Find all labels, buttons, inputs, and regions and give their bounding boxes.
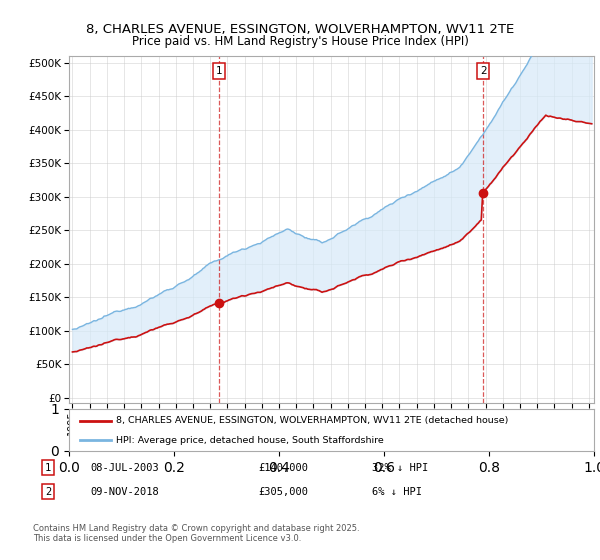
Text: £140,000: £140,000 bbox=[258, 463, 308, 473]
Text: 1: 1 bbox=[45, 463, 51, 473]
Text: 1: 1 bbox=[216, 66, 223, 76]
Text: Price paid vs. HM Land Registry's House Price Index (HPI): Price paid vs. HM Land Registry's House … bbox=[131, 35, 469, 48]
Text: HPI: Average price, detached house, South Staffordshire: HPI: Average price, detached house, Sout… bbox=[116, 436, 384, 445]
Text: 8, CHARLES AVENUE, ESSINGTON, WOLVERHAMPTON, WV11 2TE: 8, CHARLES AVENUE, ESSINGTON, WOLVERHAMP… bbox=[86, 24, 514, 36]
Text: 2: 2 bbox=[480, 66, 487, 76]
Text: Contains HM Land Registry data © Crown copyright and database right 2025.
This d: Contains HM Land Registry data © Crown c… bbox=[33, 524, 359, 543]
Text: £305,000: £305,000 bbox=[258, 487, 308, 497]
Text: 6% ↓ HPI: 6% ↓ HPI bbox=[372, 487, 422, 497]
Text: 09-NOV-2018: 09-NOV-2018 bbox=[90, 487, 159, 497]
Text: 2: 2 bbox=[45, 487, 51, 497]
Text: 8, CHARLES AVENUE, ESSINGTON, WOLVERHAMPTON, WV11 2TE (detached house): 8, CHARLES AVENUE, ESSINGTON, WOLVERHAMP… bbox=[116, 416, 509, 425]
Text: 32% ↓ HPI: 32% ↓ HPI bbox=[372, 463, 428, 473]
Text: 08-JUL-2003: 08-JUL-2003 bbox=[90, 463, 159, 473]
